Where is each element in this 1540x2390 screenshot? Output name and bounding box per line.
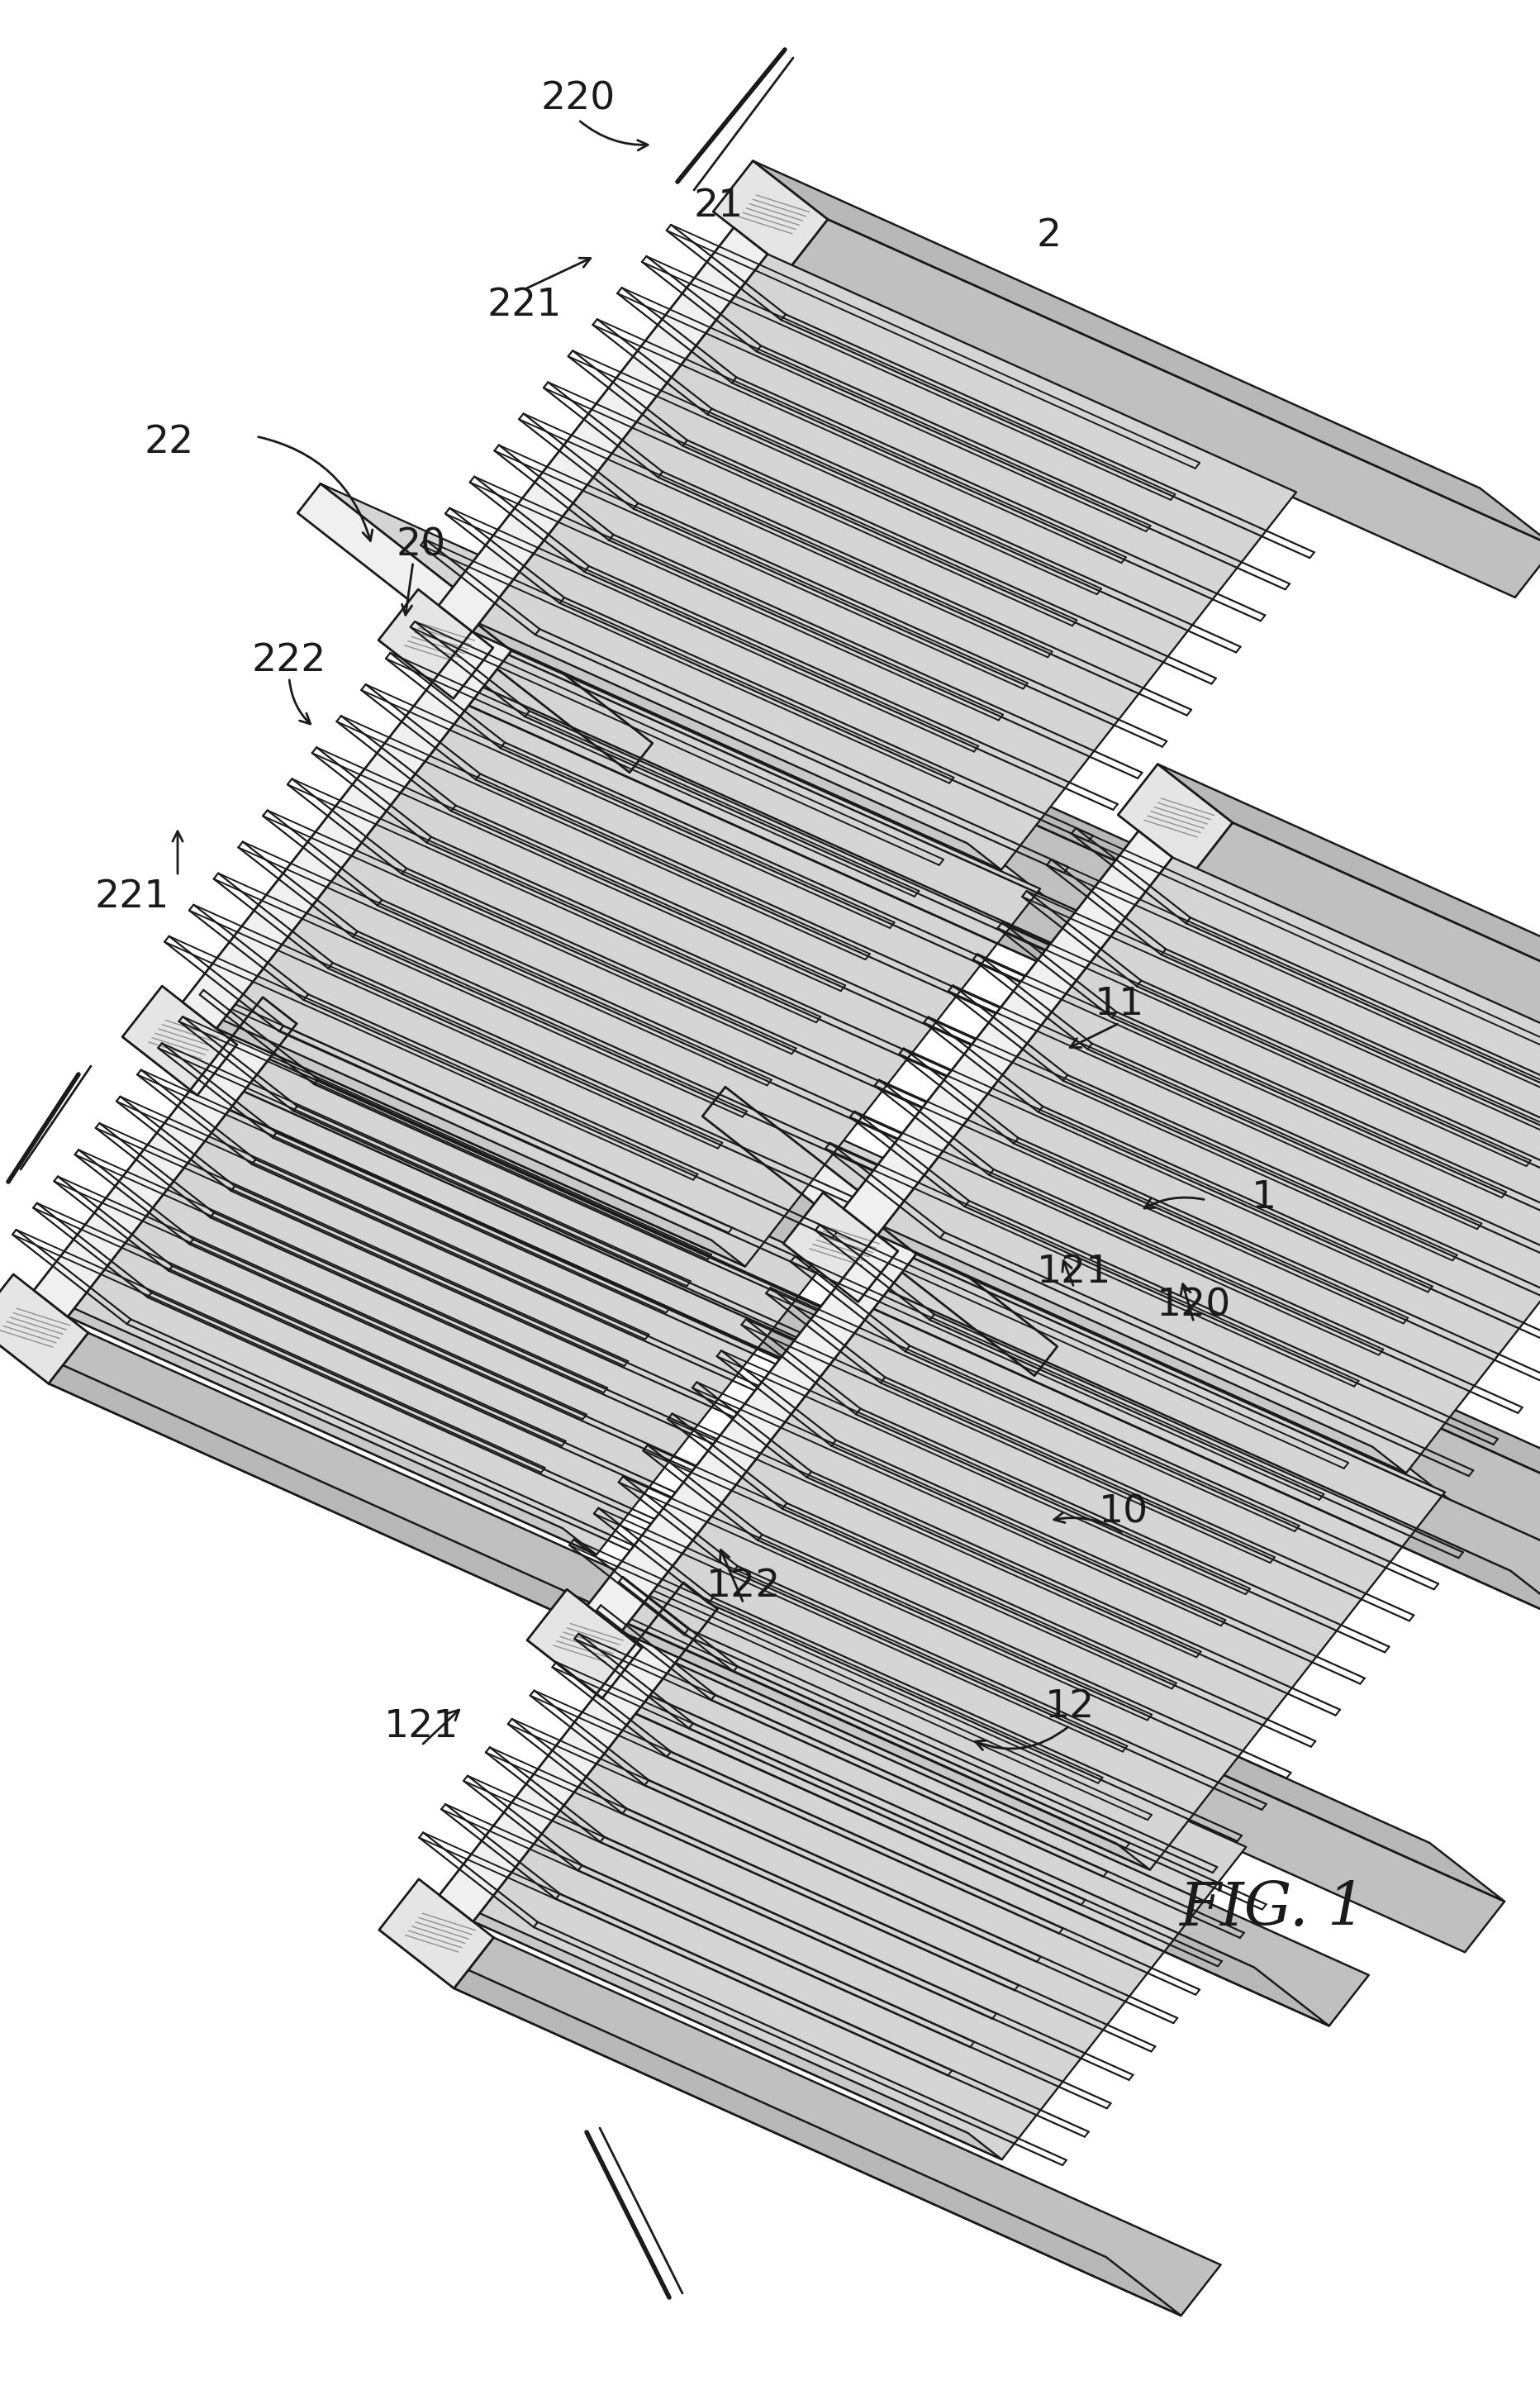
Polygon shape [713, 160, 827, 270]
Polygon shape [0, 1274, 88, 1384]
Polygon shape [439, 227, 767, 631]
Polygon shape [878, 858, 1540, 1472]
Polygon shape [587, 1228, 916, 1632]
Polygon shape [439, 1895, 1003, 2161]
Text: 121: 121 [383, 1709, 459, 1745]
Text: 10: 10 [1098, 1494, 1149, 1532]
Text: 1: 1 [1252, 1181, 1277, 1217]
Text: 221: 221 [487, 287, 562, 325]
Polygon shape [1194, 822, 1540, 1200]
Text: 121: 121 [1036, 1255, 1112, 1291]
Polygon shape [901, 1162, 1540, 1546]
Text: 12: 12 [1046, 1687, 1095, 1726]
Polygon shape [531, 617, 1298, 994]
Text: 221: 221 [95, 877, 169, 915]
Polygon shape [784, 1193, 898, 1303]
Polygon shape [738, 1575, 1505, 1953]
Polygon shape [473, 1608, 1246, 2161]
Polygon shape [788, 220, 1540, 598]
Polygon shape [473, 253, 1297, 870]
Polygon shape [68, 1023, 825, 1556]
Polygon shape [453, 648, 1220, 1025]
Text: 220: 220 [541, 81, 616, 117]
Text: 22: 22 [145, 423, 194, 461]
Text: 20: 20 [396, 526, 447, 564]
Polygon shape [183, 1001, 745, 1267]
Text: 21: 21 [695, 189, 744, 225]
Polygon shape [527, 1640, 1329, 2027]
Polygon shape [602, 1647, 1369, 2027]
Polygon shape [122, 987, 237, 1095]
Text: 11: 11 [1095, 985, 1144, 1023]
Polygon shape [527, 1589, 642, 1699]
Polygon shape [1158, 765, 1540, 1150]
Polygon shape [379, 590, 493, 698]
Text: 120: 120 [1157, 1288, 1230, 1324]
Polygon shape [1118, 765, 1232, 872]
Polygon shape [320, 483, 1115, 951]
Polygon shape [454, 1938, 1221, 2316]
Polygon shape [630, 743, 1115, 980]
Polygon shape [753, 160, 1540, 547]
Polygon shape [242, 930, 357, 1040]
Polygon shape [844, 1209, 1406, 1472]
Polygon shape [34, 997, 297, 1317]
Polygon shape [317, 989, 1084, 1367]
Text: 2: 2 [1036, 217, 1061, 253]
Polygon shape [49, 1334, 815, 1711]
Polygon shape [587, 1606, 1150, 1869]
Polygon shape [183, 624, 511, 1028]
Polygon shape [379, 1929, 1181, 2316]
Polygon shape [844, 832, 1172, 1236]
Polygon shape [858, 1250, 1540, 1630]
Polygon shape [282, 930, 1084, 1317]
Polygon shape [936, 1219, 1540, 1597]
Polygon shape [702, 1087, 1058, 1377]
Polygon shape [457, 557, 571, 667]
Polygon shape [439, 1582, 718, 1922]
Polygon shape [784, 1243, 1540, 1630]
Text: FIG. 1: FIG. 1 [1180, 1881, 1366, 1938]
Polygon shape [379, 641, 1180, 1025]
Polygon shape [662, 1515, 778, 1625]
Text: 122: 122 [707, 1568, 781, 1606]
Polygon shape [297, 483, 653, 772]
Polygon shape [34, 1291, 596, 1556]
Polygon shape [122, 1037, 924, 1422]
Polygon shape [862, 1162, 976, 1269]
Polygon shape [497, 557, 1298, 944]
Polygon shape [1035, 1346, 1520, 1585]
Polygon shape [379, 1879, 494, 1988]
Polygon shape [197, 1044, 964, 1422]
Polygon shape [702, 1515, 1505, 1902]
Text: 222: 222 [253, 643, 326, 679]
Polygon shape [0, 1324, 776, 1711]
Polygon shape [439, 605, 1001, 870]
Polygon shape [621, 1255, 1445, 1869]
Polygon shape [217, 650, 1040, 1267]
Polygon shape [725, 1087, 1520, 1556]
